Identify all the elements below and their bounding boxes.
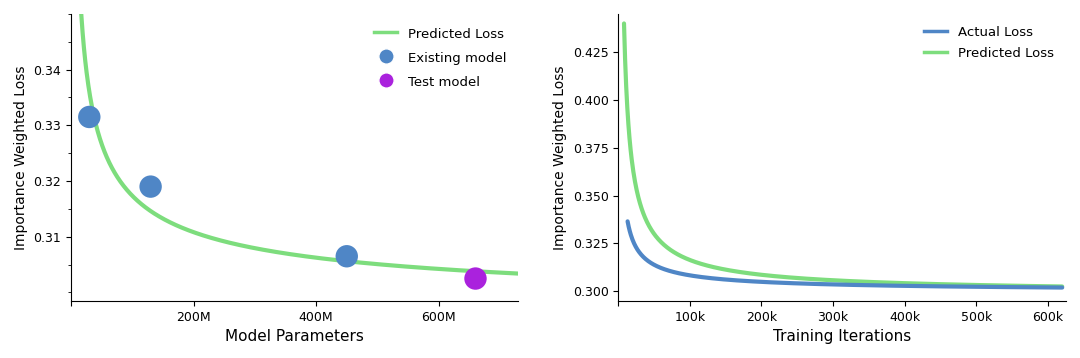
Point [81, 114, 98, 120]
X-axis label: Model Parameters: Model Parameters [226, 329, 364, 344]
Legend: Predicted Loss, Existing model, Test model: Predicted Loss, Existing model, Test mod… [368, 20, 512, 95]
Y-axis label: Importance Weighted Loss: Importance Weighted Loss [14, 65, 28, 250]
Y-axis label: Importance Weighted Loss: Importance Weighted Loss [553, 65, 567, 250]
X-axis label: Training Iterations: Training Iterations [773, 329, 912, 344]
Point [338, 253, 355, 259]
Point [467, 276, 484, 281]
Point [141, 184, 159, 189]
Legend: Actual Loss, Predicted Loss: Actual Loss, Predicted Loss [918, 20, 1059, 65]
